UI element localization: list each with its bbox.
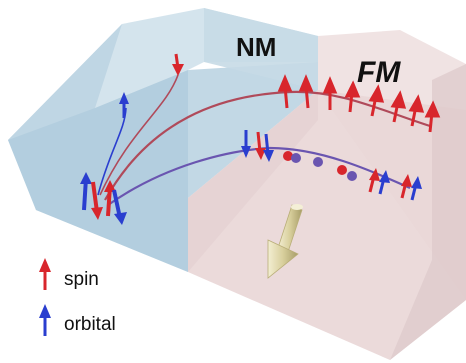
spin-arrow-head: [322, 76, 338, 94]
magnetization-arrow-base: [291, 204, 303, 210]
nm-region: [8, 8, 318, 272]
nm-floor: [8, 62, 318, 272]
orbital-arrow-head: [241, 146, 251, 158]
legend-spin-label: spin: [64, 269, 99, 290]
legend-spin-arrow-head: [39, 258, 51, 272]
spin-arrow-head: [172, 64, 184, 76]
orbital-arrow-head: [411, 176, 422, 189]
orbital-arrow-head: [263, 150, 274, 162]
nm-arrows: [119, 53, 184, 118]
spin-dot: [337, 165, 347, 175]
legend-orbital-arrow-head: [39, 304, 51, 318]
spin-arrow-head: [424, 100, 441, 118]
magnetization-arrow: [267, 204, 303, 279]
spin-arrow-head: [277, 74, 293, 92]
spin-arrow-head: [368, 84, 385, 103]
orbital-dot: [313, 157, 323, 167]
spin-path-nm: [99, 74, 179, 196]
nm-label: NM: [236, 32, 276, 62]
fm-front-face: [188, 90, 318, 272]
orbital-arrow-head: [379, 170, 390, 183]
nm-back-wall: [204, 8, 318, 90]
spin-arrow-head: [369, 168, 380, 181]
fm-right-face: [390, 64, 466, 360]
spin-arrow-head: [255, 148, 266, 160]
orbital-arrow-head: [119, 92, 129, 104]
upper-spin-arrows: [277, 74, 441, 133]
spin-arrow: [91, 181, 99, 213]
legend: spin orbital: [39, 258, 116, 336]
orbital-path-lower: [107, 146, 411, 206]
orbital-arrow-head: [80, 172, 92, 184]
spin-dot: [283, 151, 293, 161]
lower-path-arrows: [368, 168, 422, 201]
fm-region: [188, 30, 466, 360]
spin-arrow-head: [298, 74, 314, 92]
spin-path-upper: [104, 90, 431, 201]
orbital-dot: [291, 153, 301, 163]
spin-arrow-head: [390, 90, 407, 109]
orbital-dot: [347, 171, 357, 181]
source-cluster: [80, 172, 127, 225]
spin-arrow-head: [401, 174, 412, 187]
spin-arrow-head: [104, 180, 116, 192]
orbital-arrow-head: [114, 212, 127, 225]
lower-path-dots: [283, 151, 357, 181]
boundary-arrows: [241, 130, 274, 162]
spin-arrow-head: [91, 207, 103, 220]
legend-orbital-label: orbital: [64, 314, 116, 335]
magnetization-arrow-head: [267, 239, 299, 279]
spin-arrow-head: [408, 94, 425, 113]
fm-label: FM: [357, 56, 401, 89]
spin-arrow-head: [344, 80, 361, 98]
